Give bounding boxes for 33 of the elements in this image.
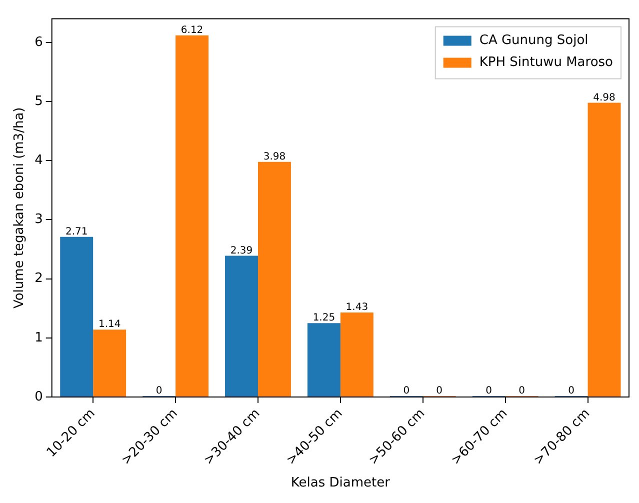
y-tick-label: 4 xyxy=(34,153,43,168)
data-label: 0 xyxy=(518,386,526,397)
data-label: 1.43 xyxy=(346,302,368,314)
legend-label: CA Gunung Sojol xyxy=(479,33,588,48)
bar xyxy=(258,162,291,397)
data-label: 1.25 xyxy=(312,312,336,324)
data-label: 0 xyxy=(403,386,410,397)
data-label: 0 xyxy=(436,386,443,397)
data-label: 1.14 xyxy=(98,319,121,330)
bar xyxy=(307,323,340,397)
bar xyxy=(93,330,126,397)
bar xyxy=(225,256,258,397)
legend-label: KPH Sintuwu Maroso xyxy=(479,55,614,70)
data-label: 2.39 xyxy=(230,245,253,256)
y-tick-label: 1 xyxy=(34,330,43,346)
bar xyxy=(176,35,209,397)
y-tick-label: 3 xyxy=(34,212,43,228)
data-label: 4.98 xyxy=(593,92,616,104)
y-tick-label: 2 xyxy=(34,271,43,286)
data-label: 2.71 xyxy=(65,226,88,238)
bar xyxy=(60,236,94,397)
y-tick-label: 0 xyxy=(34,389,43,404)
y-tick-label: 6 xyxy=(34,34,43,50)
data-label: 6.12 xyxy=(180,24,204,36)
bar xyxy=(340,312,374,397)
data-label: 3.98 xyxy=(263,151,286,162)
data-label: 0 xyxy=(568,386,574,397)
data-label: 0 xyxy=(156,386,162,397)
bar xyxy=(588,102,621,397)
y-tick-label: 5 xyxy=(34,94,43,109)
data-label: 0 xyxy=(486,386,492,397)
y-axis-title: Volume tegakan eboni (m3/ha) xyxy=(12,107,28,309)
x-axis-title: Kelas Diameter xyxy=(290,476,391,491)
